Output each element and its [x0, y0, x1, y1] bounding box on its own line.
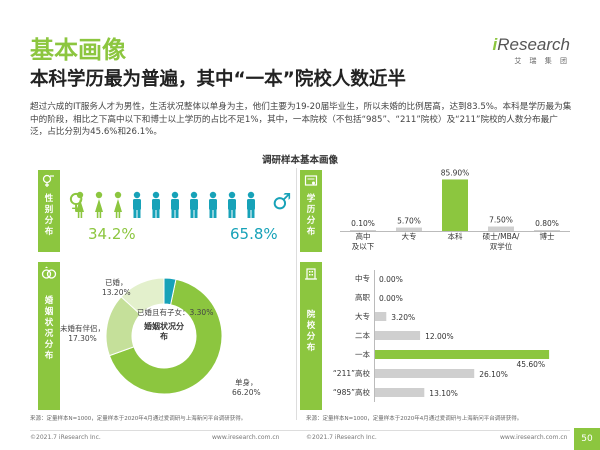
- school-value-label: 12.00%: [425, 332, 454, 341]
- donut-label-married-children: 已婚且有子女：3.30%: [137, 308, 214, 317]
- footer-url-right: www.iresearch.com.cn: [500, 434, 568, 441]
- headline: 本科学历最为普遍，其中“一本”院校人数近半: [30, 69, 406, 90]
- source-note-left: 来源：定量样本N=1000，定量样本于2020年4月通过爱调研与上海新问平台调研…: [30, 416, 247, 422]
- footer-copyright-right: ©2021.7 iResearch Inc.: [306, 434, 377, 441]
- education-category-label: 博士: [539, 232, 555, 241]
- school-value-label: 0.00%: [379, 275, 403, 284]
- education-category-label: 硕士/MBA/双学位: [482, 232, 520, 251]
- footer-copyright-left: ©2021.7 iResearch Inc.: [30, 434, 101, 441]
- school-panel-label: 院校分布: [306, 310, 316, 353]
- school-bar: [374, 350, 550, 359]
- education-value-label: 0.10%: [351, 219, 375, 228]
- donut-label-married: 已婚， 13.20%: [102, 278, 131, 297]
- education-bar: [488, 226, 514, 231]
- school-category-label: 大专: [355, 312, 370, 321]
- school-value-label: 3.20%: [391, 313, 415, 322]
- education-value-label: 5.70%: [397, 217, 421, 226]
- rings-icon: [38, 262, 60, 284]
- marriage-panel-bar: 婚姻状况分布: [38, 262, 60, 410]
- education-bar: [534, 230, 560, 231]
- school-bar: [374, 331, 421, 340]
- summary-paragraph: 超过六成的IT服务人才为男性，生活状况整体以单身为主，他们主要为19-20届毕业…: [30, 102, 572, 137]
- school-category-label: 一本: [355, 350, 370, 359]
- school-value-label: 0.00%: [379, 294, 403, 303]
- footer-url-left: www.iresearch.com.cn: [212, 434, 280, 441]
- marriage-donut-chart: [105, 277, 223, 395]
- school-bar-chart: 0.00% 0.00% 3.20% 12.00% 45.60% 26.10% 13.10%: [374, 275, 550, 398]
- male-percent: 65.8%: [230, 225, 278, 243]
- chart-section-title: 调研样本基本画像: [261, 155, 338, 166]
- panel-divider: [296, 168, 297, 420]
- education-bar-chart: 0.10% 5.70% 85.90% 7.50% 0.80%: [350, 168, 560, 231]
- male-person-icon: [209, 191, 217, 218]
- education-category-label: 高中 及以下: [351, 232, 375, 251]
- page-title: 基本画像: [30, 36, 126, 64]
- education-value-label: 7.50%: [489, 216, 513, 225]
- education-bar: [442, 179, 468, 231]
- male-person-icon: [228, 191, 236, 218]
- female-person-icon: [114, 191, 122, 218]
- gender-icon: [38, 170, 60, 192]
- school-bar: [374, 312, 387, 321]
- male-person-icon: [190, 191, 198, 218]
- school-category-label: “985”高校: [332, 388, 370, 397]
- page-number: 50: [574, 428, 600, 450]
- donut-label-partner: 未婚有伴侣， 17.30%: [60, 324, 105, 343]
- marriage-donut-area: 婚姻状况分布 单身， 66.20% 未婚有伴侣， 17.30% 已婚， 13.20% …: [52, 268, 292, 408]
- logo-wordmark: iResearch: [492, 35, 571, 54]
- gender-panel-bar: 性别分布: [38, 170, 60, 252]
- male-person-icon: [152, 191, 160, 218]
- school-axis: [374, 270, 375, 402]
- female-percent: 34.2%: [88, 225, 136, 243]
- education-panel-bar: 学历分布: [300, 170, 322, 252]
- education-category-label: 本科: [447, 232, 463, 241]
- school-category-label: “211”高校: [332, 369, 370, 378]
- school-value-label: 26.10%: [479, 370, 508, 379]
- female-person-icon: [76, 191, 84, 218]
- male-symbol-icon: ♂: [272, 190, 292, 215]
- school-value-label: 13.10%: [429, 389, 458, 398]
- marriage-panel-label: 婚姻状况分布: [44, 296, 54, 361]
- male-person-icon: [133, 191, 141, 218]
- donut-slice-single: [108, 278, 223, 395]
- education-category-label: 大专: [401, 232, 417, 241]
- education-value-label: 85.90%: [441, 168, 470, 177]
- school-panel-bar: 院校分布: [300, 262, 322, 410]
- donut-label-single: 单身， 66.20%: [232, 378, 261, 397]
- school-value-label: 45.60%: [516, 360, 545, 369]
- education-panel-label: 学历分布: [306, 194, 316, 237]
- logo-chinese-name: 艾 瑞 集 团: [514, 57, 570, 65]
- male-person-icon: [247, 191, 255, 218]
- gender-people-icons: [76, 191, 255, 218]
- donut-slice-married-children: [163, 277, 177, 306]
- donut-center-label: 婚姻状况分布: [144, 322, 184, 341]
- gender-panel-label: 性别分布: [44, 194, 54, 237]
- education-value-label: 0.80%: [535, 219, 559, 228]
- footer-divider: [30, 430, 570, 431]
- building-icon: [300, 262, 322, 284]
- school-category-label: 二本: [355, 331, 370, 340]
- education-bar: [396, 227, 422, 231]
- school-bar: [374, 369, 475, 378]
- female-person-icon: [95, 191, 103, 218]
- certificate-icon: [300, 170, 322, 192]
- iresearch-logo: iResearch 艾 瑞 集 团: [486, 35, 571, 66]
- school-bar: [374, 388, 425, 397]
- education-bar: [350, 230, 376, 231]
- education-axis: [340, 231, 570, 232]
- source-note-right: 来源：定量样本N=1000，定量样本于2020年4月通过爱调研与上海新问平台调研…: [306, 416, 523, 422]
- school-category-label: 中专: [355, 274, 370, 283]
- school-category-label: 高职: [355, 293, 370, 302]
- male-person-icon: [171, 191, 179, 218]
